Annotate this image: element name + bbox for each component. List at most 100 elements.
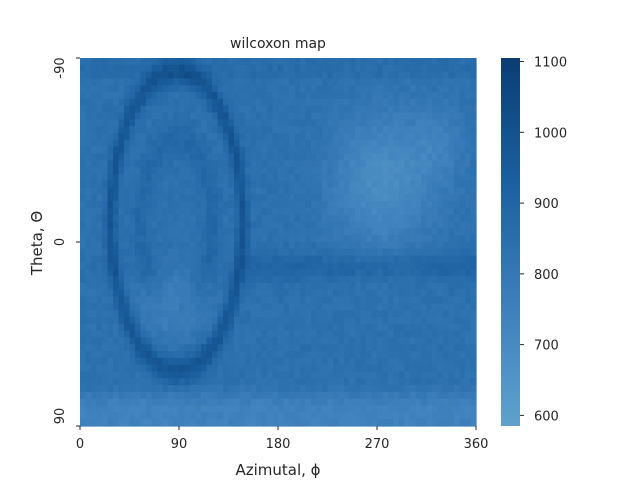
heatmap-cell <box>261 364 268 373</box>
heatmap-cell <box>349 412 356 420</box>
heatmap-cell <box>316 255 323 264</box>
heatmap-cell <box>454 187 461 195</box>
heatmap-cell <box>327 160 334 168</box>
heatmap-cell <box>344 391 351 400</box>
heatmap-cell <box>388 214 395 223</box>
heatmap-cell <box>135 194 142 202</box>
heatmap-cell <box>179 276 186 284</box>
heatmap-cell <box>151 282 158 291</box>
heatmap-cell <box>399 282 406 291</box>
heatmap-cell <box>80 351 87 359</box>
heatmap-cell <box>102 167 109 175</box>
heatmap-cell <box>443 64 450 73</box>
heatmap-cell <box>278 221 285 229</box>
heatmap-cell <box>135 262 142 270</box>
heatmap-cell <box>96 323 103 332</box>
heatmap-cell <box>316 64 323 73</box>
heatmap-cell <box>349 371 356 379</box>
heatmap-cell <box>437 98 444 107</box>
heatmap-cell <box>190 289 197 298</box>
heatmap-cell <box>344 187 351 195</box>
heatmap-cell <box>360 269 367 277</box>
heatmap-cell <box>179 310 186 318</box>
heatmap-cell <box>195 160 202 168</box>
heatmap-cell <box>377 364 384 373</box>
heatmap-cell <box>223 201 230 209</box>
heatmap-cell <box>250 71 257 80</box>
heatmap-cell <box>443 92 450 100</box>
heatmap-cell <box>294 235 301 243</box>
heatmap-cell <box>459 167 466 175</box>
heatmap-cell <box>129 112 136 120</box>
heatmap-cell <box>91 337 98 345</box>
heatmap-cell <box>421 296 428 304</box>
heatmap-cell <box>261 214 268 223</box>
heatmap-cell <box>327 282 334 291</box>
heatmap-cell <box>426 398 433 407</box>
heatmap-cell <box>283 391 290 400</box>
heatmap-cell <box>118 344 125 352</box>
heatmap-cell <box>135 412 142 420</box>
heatmap-cell <box>426 255 433 264</box>
heatmap-cell <box>85 207 92 216</box>
heatmap-cell <box>179 112 186 120</box>
heatmap-cell <box>135 221 142 229</box>
heatmap-cell <box>470 337 477 345</box>
heatmap-cell <box>465 207 472 216</box>
heatmap-cell <box>179 378 186 386</box>
heatmap-cell <box>162 98 169 107</box>
heatmap-cell <box>124 92 131 100</box>
heatmap-cell <box>96 248 103 257</box>
heatmap-cell <box>261 132 268 141</box>
heatmap-cell <box>388 419 395 427</box>
heatmap-cell <box>162 235 169 243</box>
heatmap-cell <box>333 289 340 298</box>
heatmap-cell <box>366 132 373 141</box>
heatmap-cell <box>289 173 296 182</box>
heatmap-cell <box>366 357 373 366</box>
heatmap-cell <box>168 187 175 195</box>
heatmap-cell <box>360 351 367 359</box>
heatmap-cell <box>190 255 197 264</box>
heatmap-cell <box>168 289 175 298</box>
heatmap-cell <box>256 221 263 229</box>
heatmap-cell <box>151 98 158 107</box>
heatmap-cell <box>256 351 263 359</box>
heatmap-cell <box>267 207 274 216</box>
heatmap-cell <box>278 160 285 168</box>
heatmap-cell <box>366 330 373 338</box>
heatmap-cell <box>245 235 252 243</box>
heatmap-cell <box>338 262 345 270</box>
heatmap-cell <box>184 405 191 413</box>
heatmap-cell <box>377 92 384 100</box>
heatmap-cell <box>140 194 147 202</box>
heatmap-cell <box>443 391 450 400</box>
heatmap-cell <box>250 242 257 250</box>
heatmap-cell <box>146 112 153 120</box>
heatmap-cell <box>470 64 477 73</box>
heatmap-cell <box>190 310 197 318</box>
heatmap-cell <box>140 228 147 236</box>
heatmap-cell <box>366 303 373 311</box>
heatmap-cell <box>184 371 191 379</box>
heatmap-cell <box>300 276 307 284</box>
heatmap-cell <box>190 85 197 93</box>
heatmap-cell <box>305 262 312 270</box>
heatmap-cell <box>168 419 175 427</box>
heatmap-cell <box>289 105 296 114</box>
heatmap-cell <box>410 391 417 400</box>
heatmap-cell <box>162 303 169 311</box>
heatmap-cell <box>179 228 186 236</box>
heatmap-cell <box>410 105 417 114</box>
heatmap-cell <box>212 194 219 202</box>
heatmap-cell <box>410 139 417 148</box>
heatmap-cell <box>234 126 241 134</box>
heatmap-cell <box>206 371 213 379</box>
heatmap-cell <box>212 398 219 407</box>
heatmap-cell <box>124 58 131 66</box>
heatmap-cell <box>223 330 230 338</box>
heatmap-cell <box>217 235 224 243</box>
heatmap-cell <box>91 364 98 373</box>
heatmap-cell <box>415 276 422 284</box>
heatmap-cell <box>311 391 318 400</box>
